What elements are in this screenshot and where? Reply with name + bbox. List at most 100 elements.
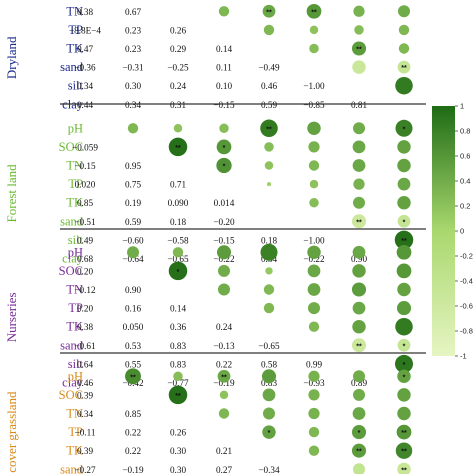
row-label-silt: silt — [68, 79, 84, 93]
coefficient-value: 0.90 — [351, 254, 367, 264]
correlation-dot — [262, 4, 276, 18]
correlation-dot — [261, 369, 277, 384]
coefficient-value: 0.22 — [125, 428, 141, 438]
significance-mark: ** — [266, 9, 272, 16]
correlation-dot — [395, 119, 413, 137]
coefficient-value: 0.90 — [125, 285, 141, 295]
coefficient-value: 0.31 — [170, 100, 186, 110]
coefficient-value: 0.99 — [306, 359, 322, 369]
correlation-dot — [398, 43, 410, 54]
significance-mark: ** — [356, 47, 362, 54]
color-scale-tick-label: 1 — [460, 102, 464, 111]
coefficient-value: 0.44 — [77, 100, 93, 110]
correlation-dot — [352, 60, 366, 74]
correlation-dot — [126, 246, 140, 259]
coefficient-value: −0.15 — [213, 100, 235, 110]
row-label-sand: sand — [60, 338, 84, 352]
correlation-dot — [219, 390, 229, 400]
color-scale-tick-label: -1 — [460, 352, 467, 361]
group-label: cover grassland — [4, 391, 19, 473]
coefficient-value: −0.31 — [122, 63, 144, 73]
color-scale-tick-label: 0 — [460, 227, 464, 236]
color-scale-tick-label: -0.2 — [460, 252, 473, 261]
correlation-dot — [308, 389, 320, 401]
coefficient-value: −0.15 — [213, 235, 235, 245]
correlation-dot — [308, 321, 320, 332]
correlation-dot — [351, 443, 367, 458]
coefficient-value: −0.19 — [213, 378, 235, 388]
color-scale-tick-label: -0.6 — [460, 302, 473, 311]
coefficient-value: 0.20 — [77, 304, 93, 314]
correlation-dot — [263, 302, 275, 314]
row-label-ph: pH — [68, 121, 83, 135]
significance-mark: * — [268, 430, 271, 437]
coefficient-value: −0.65 — [258, 341, 280, 351]
coefficient-value: 0.24 — [216, 322, 232, 332]
correlation-dot — [263, 24, 275, 36]
coefficient-value: −0.93 — [303, 378, 325, 388]
correlation-dot — [351, 425, 367, 440]
correlation-dot — [125, 368, 141, 385]
coefficient-value: −0.19 — [122, 465, 144, 474]
group-label: Forest land — [4, 164, 19, 223]
row-label-tk: TK — [66, 42, 83, 56]
coefficient-value: 0.26 — [170, 25, 186, 35]
coefficient-value: 0.14 — [216, 44, 232, 54]
coefficient-value: 0.81 — [351, 100, 367, 110]
correlation-dot — [265, 267, 273, 275]
coefficient-value: 0.10 — [216, 81, 232, 91]
correlation-dot — [395, 76, 413, 95]
correlation-dot — [352, 407, 366, 420]
correlation-dot — [395, 442, 413, 459]
significance-mark: ** — [130, 374, 136, 381]
coefficient-value: 0.38 — [77, 7, 93, 17]
correlation-dot — [351, 338, 367, 353]
row-label-tn: TN — [66, 283, 83, 297]
coefficient-value: 0.34 — [77, 81, 93, 91]
significance-mark: * — [403, 374, 406, 381]
row-label-silt: silt — [68, 233, 84, 247]
correlation-dot — [217, 283, 231, 296]
coefficient-value: 0.050 — [123, 322, 144, 332]
correlation-dot — [168, 385, 188, 405]
correlation-dot — [351, 282, 367, 297]
significance-mark: ** — [356, 219, 362, 226]
correlation-dot — [352, 388, 366, 401]
row-label-silt: silt — [68, 357, 84, 371]
coefficient-value: 0.23 — [125, 44, 141, 54]
coefficient-value: 0.21 — [216, 446, 232, 456]
correlation-dot — [168, 137, 188, 157]
correlation-dot — [309, 43, 319, 54]
correlation-dot — [217, 369, 231, 383]
correlation-dot — [351, 214, 367, 229]
correlation-dot — [260, 243, 278, 261]
coefficient-value: 0.59 — [125, 217, 141, 227]
coefficient-value: 0.59 — [261, 100, 277, 110]
correlation-dot — [397, 177, 411, 191]
color-scale-tick-label: 0.6 — [460, 152, 470, 161]
correlation-dot — [354, 25, 364, 35]
correlation-dot — [396, 301, 412, 316]
coefficient-value: 0.26 — [170, 428, 186, 438]
coefficient-value: 0.89 — [351, 378, 367, 388]
correlation-dot — [352, 159, 366, 172]
correlation-dot — [397, 195, 411, 210]
correlation-dot — [309, 179, 319, 189]
coefficient-value: −0.65 — [167, 254, 189, 264]
coefficient-value: 0.30 — [170, 465, 186, 474]
correlation-dot — [397, 338, 411, 352]
coefficient-value: −0.11 — [75, 428, 96, 438]
coefficient-value: −0.51 — [74, 217, 96, 227]
coefficient-value: 0.67 — [125, 7, 141, 17]
coefficient-value: 0.38 — [77, 322, 93, 332]
correlation-dot — [308, 445, 320, 456]
correlation-dot — [127, 123, 139, 134]
significance-mark: ** — [266, 126, 272, 133]
coefficient-value: 0.85 — [77, 198, 93, 208]
correlation-dot — [396, 424, 412, 440]
correlation-dot — [352, 301, 366, 315]
correlation-dot — [396, 263, 412, 279]
coefficient-value: −1.00 — [303, 235, 325, 245]
significance-mark: * — [223, 145, 226, 152]
